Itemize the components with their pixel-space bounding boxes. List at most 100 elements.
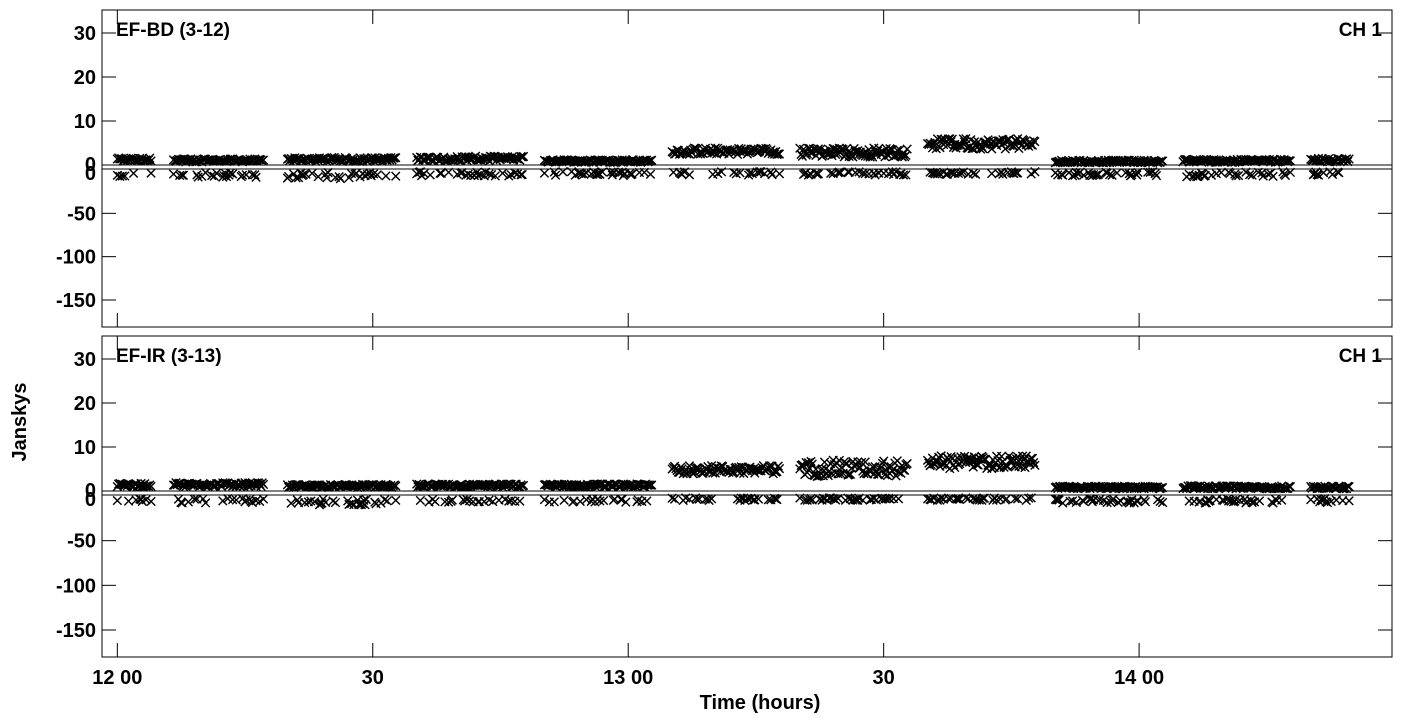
panel-title: EF-IR (3-13) — [116, 346, 222, 367]
data-point — [830, 495, 841, 505]
data-point — [860, 457, 870, 467]
data-point — [902, 458, 912, 469]
data-point — [988, 495, 998, 505]
data-point — [251, 496, 261, 506]
data-point — [227, 169, 238, 179]
data-point — [200, 167, 211, 178]
data-point — [1268, 171, 1278, 181]
data-point — [1030, 167, 1040, 177]
panel-2: 30 20 10 00 -50 -100 -150 EF-IR (3-13) CH 1 — [56, 335, 1393, 658]
data-point — [141, 495, 151, 505]
y-tick-label: 20 — [74, 67, 96, 89]
data-point — [335, 173, 346, 184]
data-point — [356, 154, 366, 164]
data-point — [597, 167, 608, 177]
data-point — [958, 134, 969, 144]
channel-label: CH 1 — [1339, 20, 1383, 41]
data-point — [969, 137, 980, 147]
data-point — [795, 493, 805, 503]
data-point — [145, 153, 155, 163]
data-point — [750, 495, 760, 505]
data-point — [943, 494, 954, 504]
data-point — [518, 151, 529, 162]
data-point — [606, 167, 616, 177]
data-point — [1133, 167, 1143, 178]
data-point — [1247, 497, 1257, 508]
data-point — [692, 494, 702, 505]
data-point — [1284, 156, 1294, 166]
data-point — [447, 495, 457, 505]
data-point — [633, 479, 643, 490]
data-point — [951, 493, 961, 504]
data-point — [323, 167, 333, 178]
data-point — [684, 170, 695, 180]
data-point — [1030, 136, 1040, 147]
data-point — [1253, 167, 1263, 178]
data-point — [430, 496, 440, 507]
data-point — [462, 494, 472, 505]
data-point — [1102, 497, 1112, 508]
data-point — [887, 167, 898, 177]
data-point — [902, 144, 912, 154]
data-point — [901, 170, 911, 180]
data-point — [843, 493, 853, 503]
data-point — [1120, 168, 1131, 178]
data-point — [1343, 156, 1353, 167]
channel-label: CH 1 — [1339, 346, 1383, 367]
data-point — [936, 493, 946, 503]
data-point — [309, 496, 320, 507]
data-point — [200, 498, 211, 508]
data-point — [1216, 167, 1226, 178]
data-point — [352, 482, 363, 493]
data-point — [1191, 171, 1202, 182]
data-point — [307, 168, 317, 179]
data-point — [1107, 170, 1117, 180]
data-point — [936, 451, 946, 461]
data-point — [466, 170, 476, 181]
data-point — [595, 496, 605, 506]
data-point — [146, 496, 156, 507]
data-point — [807, 495, 817, 505]
y-tick-label: 0 — [85, 154, 96, 176]
data-point — [515, 496, 525, 506]
data-point — [379, 495, 390, 505]
data-point — [753, 494, 764, 504]
data-point — [643, 480, 653, 490]
data-point — [1157, 482, 1168, 493]
data-point — [774, 149, 785, 159]
data-point — [900, 465, 910, 475]
data-point — [559, 495, 569, 505]
data-point — [251, 172, 261, 182]
data-point — [1334, 167, 1344, 178]
data-point — [1285, 156, 1296, 166]
data-points — [112, 134, 1354, 184]
data-point — [306, 496, 316, 506]
x-axis-labels: 12 00 30 13 00 30 14 00 — [92, 667, 1164, 689]
data-point — [227, 494, 238, 505]
data-point — [826, 493, 836, 503]
data-point — [258, 155, 269, 165]
data-point — [1258, 171, 1268, 181]
y-tick-label: 30 — [74, 23, 96, 45]
data-point — [607, 170, 617, 180]
data-point — [1244, 169, 1255, 180]
data-point — [1280, 170, 1291, 181]
data-point — [956, 168, 966, 178]
data-point — [443, 167, 454, 178]
data-point — [579, 169, 589, 179]
panel-1: 30 20 10 00 -50 -100 -150 EF-BD (3-12) CH 1 — [56, 9, 1393, 328]
data-point — [679, 167, 690, 177]
data-point — [120, 171, 130, 181]
data-point — [1344, 481, 1354, 492]
data-point — [313, 171, 323, 182]
data-point — [598, 495, 609, 506]
data-point — [539, 494, 550, 505]
data-point — [1009, 168, 1019, 179]
y-tick-label: 20 — [74, 393, 96, 415]
x-tick-label: 14 00 — [1114, 667, 1164, 689]
data-point — [998, 169, 1008, 180]
data-point — [320, 497, 331, 508]
data-point — [858, 495, 868, 505]
data-point — [885, 494, 895, 504]
